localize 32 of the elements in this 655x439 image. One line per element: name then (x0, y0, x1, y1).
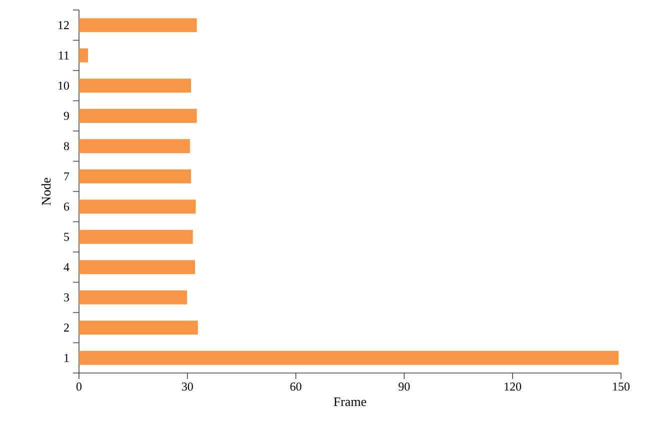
bar (79, 18, 197, 32)
bar (79, 320, 198, 335)
x-tick-label: 0 (76, 382, 82, 391)
bar (79, 200, 196, 214)
y-tick-label: 6 (64, 202, 70, 211)
y-axis-title: Node (41, 178, 51, 206)
y-tick-label: 3 (64, 293, 70, 302)
x-tick-label: 90 (398, 382, 410, 391)
bar (79, 169, 192, 184)
x-tick-label: 30 (182, 382, 193, 391)
x-tick-label: 120 (504, 382, 522, 391)
bar (79, 260, 195, 274)
y-tick-label: 1 (64, 354, 69, 362)
bar (79, 108, 197, 123)
bar (79, 78, 192, 93)
y-tick-label: 9 (64, 112, 69, 120)
bar (79, 48, 88, 62)
y-tick-label: 12 (58, 21, 69, 30)
x-axis-title: Frame (334, 397, 366, 406)
x-tick-label: 150 (613, 382, 630, 391)
bar (79, 139, 190, 154)
y-tick-label: 4 (64, 263, 70, 272)
y-tick-label: 11 (58, 51, 69, 60)
y-tick-label: 5 (64, 232, 70, 241)
y-tick-label: 2 (64, 324, 69, 332)
bar (79, 290, 188, 304)
y-tick-label: 10 (58, 82, 70, 90)
x-tick-label: 60 (290, 382, 302, 391)
y-tick-label: 8 (64, 142, 70, 150)
y-tick-label: 7 (64, 172, 70, 180)
bar (79, 350, 618, 365)
bar (79, 230, 193, 244)
